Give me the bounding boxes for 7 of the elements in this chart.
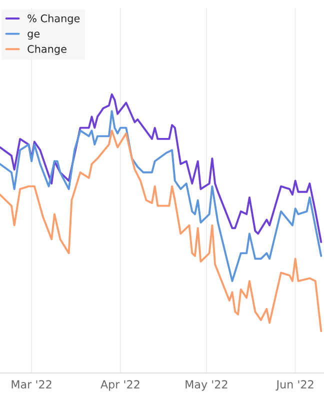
legend-label: % Change xyxy=(28,14,80,24)
x-tick-label: Apr '22 xyxy=(100,380,140,391)
x-tick-label: May '22 xyxy=(186,380,228,391)
x-tick-label: Mar '22 xyxy=(12,380,52,389)
legend-label: Change xyxy=(28,44,66,55)
legend-label: ge xyxy=(28,32,40,40)
x-tick-label: Jun '22 xyxy=(276,380,314,391)
